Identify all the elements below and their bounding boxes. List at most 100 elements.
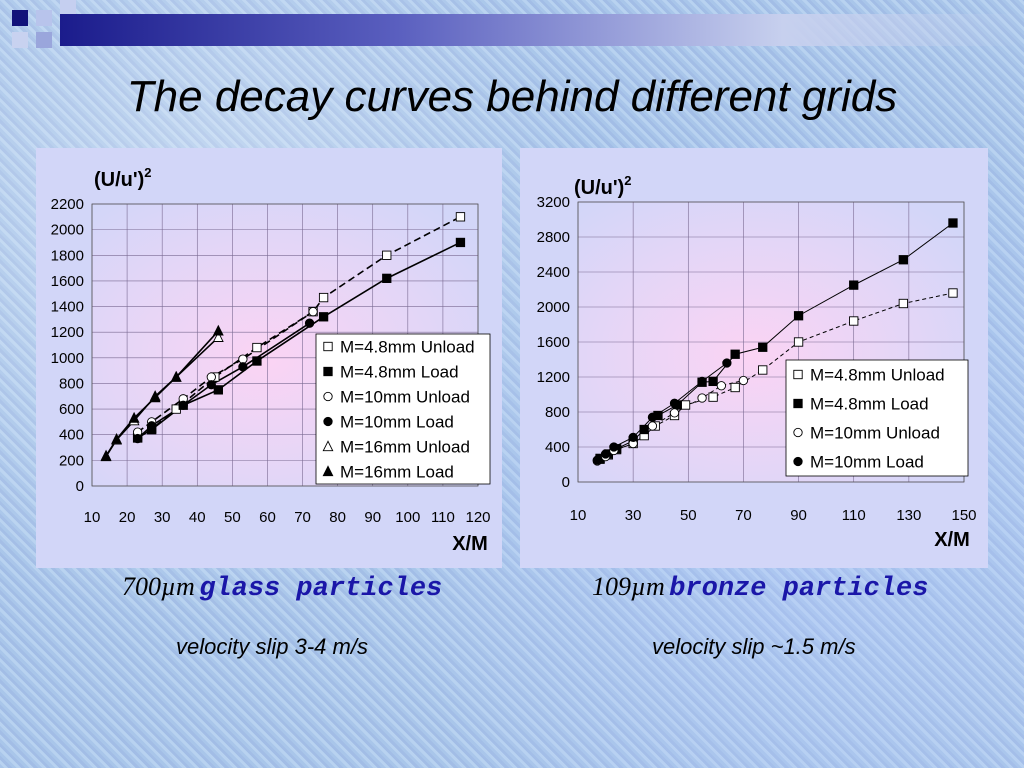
legend-marker: [323, 366, 333, 377]
chart-glass-particles: 0 200 400 600 800 1000 1200 1400 1600 1800 2000 220…: [51, 165, 491, 555]
legend-marker: [793, 369, 803, 380]
legend-marker: [323, 416, 333, 427]
particle-material-label: glass particles: [199, 574, 443, 604]
chart-panel-left: 0 200 400 600 800 1000 1200 1400 1600 1800 2000 220…: [36, 148, 502, 568]
data-point: [318, 292, 329, 303]
legend-label: M=10mm Unload: [810, 424, 940, 443]
y-tick-label: 1000: [51, 350, 84, 367]
data-point: [132, 433, 143, 444]
data-point: [669, 398, 680, 408]
legend-box: [315, 333, 491, 485]
x-tick-label: 150: [951, 507, 976, 524]
data-point: [730, 349, 740, 359]
caption-left: 700µm glass particles: [122, 572, 442, 604]
data-point: [730, 382, 740, 393]
y-axis-label: (U/u')2: [94, 165, 152, 191]
y-tick-label: 3200: [537, 194, 570, 211]
data-point: [252, 356, 262, 366]
y-tick-label: 600: [59, 401, 84, 418]
data-point: [592, 455, 602, 465]
y-tick-label: 800: [59, 375, 84, 392]
x-tick-label: 110: [842, 507, 866, 524]
data-point: [628, 432, 638, 443]
x-tick-label: 70: [735, 507, 752, 524]
slide-title: The decay curves behind different grids: [126, 72, 898, 121]
y-tick-label: 0: [562, 474, 570, 491]
caption-right: 109µm bronze particles: [592, 572, 928, 604]
data-point: [455, 237, 466, 248]
corner-square-5: [12, 32, 28, 48]
data-point: [212, 324, 224, 336]
data-point: [849, 316, 859, 326]
legend-marker: [323, 341, 333, 352]
y-tick-label: 400: [59, 427, 84, 444]
data-point: [170, 370, 182, 382]
data-point: [382, 273, 392, 283]
data-point: [680, 400, 691, 410]
x-tick-label: 30: [154, 509, 171, 526]
y-tick-label: 2000: [537, 299, 570, 316]
legend-label: M=10mm Unload: [340, 388, 470, 407]
data-point: [948, 288, 958, 298]
title-gradient-bar: [60, 14, 1024, 46]
x-tick-label: 100: [395, 509, 420, 526]
x-tick-label: 90: [790, 507, 807, 524]
data-point: [455, 212, 466, 222]
data-point: [308, 307, 318, 317]
x-tick-label: 30: [625, 507, 642, 524]
legend-marker: [793, 456, 803, 467]
data-point: [206, 380, 216, 390]
legend-label: M=4.8mm Load: [810, 395, 929, 414]
y-tick-label: 1600: [51, 273, 84, 290]
x-tick-label: 60: [259, 509, 276, 526]
y-tick-label: 1600: [537, 334, 570, 351]
particle-size-label: 700µm: [122, 572, 195, 601]
data-point: [647, 412, 658, 422]
x-tick-label: 80: [329, 509, 346, 526]
data-point: [697, 376, 707, 387]
x-axis-label: X/M: [452, 533, 488, 555]
data-point: [669, 408, 680, 418]
data-point: [238, 362, 248, 372]
y-tick-label: 1800: [51, 247, 84, 264]
x-tick-label: 10: [570, 507, 587, 524]
x-tick-label: 110: [431, 509, 455, 526]
data-point: [722, 358, 732, 368]
data-point: [149, 391, 161, 403]
data-point: [238, 354, 248, 364]
y-tick-label: 0: [76, 478, 84, 495]
corner-square-1: [12, 10, 28, 26]
plot-frame: [577, 201, 965, 483]
data-point: [758, 342, 768, 352]
y-tick-label: 2800: [537, 229, 570, 246]
y-tick-label: 1200: [537, 369, 570, 386]
data-point: [147, 421, 157, 431]
data-point: [304, 318, 315, 328]
y-axis-label: (U/u')2: [574, 173, 632, 199]
y-tick-label: 2000: [51, 222, 84, 239]
data-point: [206, 372, 216, 382]
x-tick-label: 50: [224, 509, 241, 526]
velocity-slip-right: velocity slip ~1.5 m/s: [652, 634, 856, 659]
x-tick-label: 50: [680, 507, 697, 524]
data-point: [128, 411, 140, 423]
y-tick-label: 2400: [537, 264, 570, 281]
legend-label: M=4.8mm Unload: [810, 366, 945, 385]
x-tick-label: 120: [465, 509, 490, 526]
data-point: [898, 255, 908, 265]
particle-material-label: bronze particles: [669, 574, 929, 604]
chart-bronze-particles: 0 400 800 1200 1600 2000 2400 2800 3200 10 30 50 70 9…: [537, 173, 977, 551]
series-line: [137, 241, 461, 439]
data-point: [708, 392, 718, 402]
data-point: [111, 433, 122, 444]
x-tick-label: 20: [119, 509, 136, 526]
legend-marker: [322, 465, 334, 477]
data-point: [738, 375, 749, 386]
data-point: [793, 337, 804, 347]
data-point: [647, 421, 658, 431]
x-tick-label: 40: [189, 509, 206, 526]
data-point: [697, 393, 707, 403]
legend-label: M=4.8mm Unload: [340, 338, 475, 357]
legend-label: M=4.8mm Load: [340, 363, 459, 382]
velocity-slip-left: velocity slip 3-4 m/s: [176, 634, 368, 659]
